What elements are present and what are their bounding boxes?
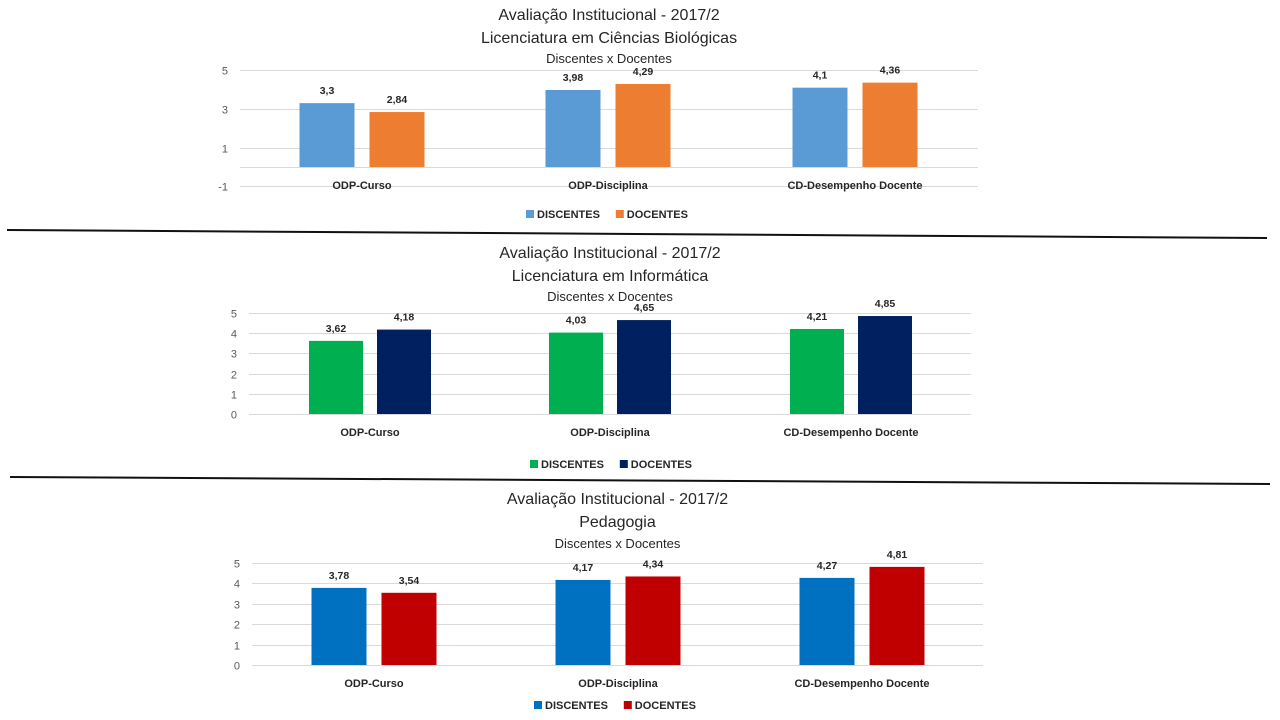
y-tick-label: 1 bbox=[231, 390, 237, 402]
divider-line bbox=[6, 229, 1268, 239]
legend: DISCENTES DOCENTES bbox=[530, 459, 692, 471]
legend-swatch-docentes bbox=[623, 701, 632, 709]
bar-discentes bbox=[545, 89, 601, 167]
y-tick-label: 0 bbox=[234, 661, 240, 673]
y-tick-label: 3 bbox=[234, 600, 240, 612]
data-label: 4,34 bbox=[643, 558, 664, 570]
bar-discentes bbox=[792, 87, 848, 167]
y-tick-label: 1 bbox=[234, 641, 240, 653]
y-tick-label: 5 bbox=[222, 66, 228, 78]
chart-subtitle-2: Discentes x Docentes bbox=[555, 536, 681, 551]
y-tick-label: 4 bbox=[231, 329, 237, 341]
y-tick-label: 4 bbox=[234, 579, 240, 591]
data-label: 3,3 bbox=[320, 85, 335, 97]
bar-docentes bbox=[615, 83, 671, 167]
data-label: 2,84 bbox=[387, 94, 408, 106]
bar-docentes bbox=[869, 566, 925, 665]
category-label: ODP-Curso bbox=[344, 678, 404, 690]
data-label: 4,65 bbox=[634, 302, 655, 314]
legend-label: DISCENTES bbox=[537, 209, 600, 221]
y-tick-label: -1 bbox=[218, 182, 228, 194]
legend: DISCENTES DOCENTES bbox=[526, 209, 688, 221]
bar-discentes bbox=[309, 340, 363, 414]
bar-docentes bbox=[617, 320, 671, 414]
bar-docentes bbox=[381, 592, 437, 665]
legend-label: DOCENTES bbox=[627, 209, 688, 221]
y-tick-label: 5 bbox=[234, 559, 240, 571]
bar-discentes bbox=[555, 579, 611, 665]
data-label: 3,78 bbox=[329, 570, 350, 582]
y-tick-label: 3 bbox=[231, 349, 237, 361]
category-label: CD-Desempenho Docente bbox=[783, 427, 918, 439]
legend-label: DISCENTES bbox=[541, 459, 604, 471]
data-label: 3,54 bbox=[399, 575, 420, 587]
legend-swatch-docentes bbox=[619, 460, 628, 468]
bar-docentes bbox=[862, 82, 918, 167]
legend-swatch-docentes bbox=[615, 210, 624, 218]
category-label: ODP-Disciplina bbox=[568, 180, 648, 192]
data-label: 3,62 bbox=[326, 323, 347, 335]
data-label: 4,81 bbox=[887, 549, 908, 561]
data-label: 4,21 bbox=[807, 311, 828, 323]
legend-label: DISCENTES bbox=[545, 700, 608, 712]
data-label: 4,17 bbox=[573, 562, 594, 574]
chart-1: Avaliação Institucional - 2017/2 Licencia… bbox=[218, 7, 978, 221]
legend-label: DOCENTES bbox=[631, 459, 692, 471]
category-label: ODP-Curso bbox=[340, 427, 400, 439]
y-tick-label: 5 bbox=[231, 309, 237, 321]
y-tick-label: 1 bbox=[222, 144, 228, 156]
chart-title: Avaliação Institucional - 2017/2 bbox=[499, 245, 720, 262]
chart-subtitle-2: Discentes x Docentes bbox=[547, 289, 673, 304]
data-label: 3,98 bbox=[563, 72, 584, 84]
data-label: 4,27 bbox=[817, 560, 838, 572]
chart-subtitle: Licenciatura em Ciências Biológicas bbox=[481, 30, 737, 47]
bar-discentes bbox=[790, 328, 844, 414]
data-label: 4,03 bbox=[566, 315, 587, 327]
legend-swatch-discentes bbox=[526, 210, 534, 218]
divider-line bbox=[9, 476, 1271, 485]
category-label: ODP-Curso bbox=[332, 180, 392, 192]
legend-label: DOCENTES bbox=[635, 700, 696, 712]
y-tick-label: 2 bbox=[231, 370, 237, 382]
data-label: 4,85 bbox=[875, 298, 896, 310]
bar-docentes bbox=[377, 329, 431, 414]
chart-title: Avaliação Institucional - 2017/2 bbox=[507, 491, 728, 508]
category-label: ODP-Disciplina bbox=[570, 427, 650, 439]
data-label: 4,36 bbox=[880, 65, 901, 77]
chart-2: Avaliação Institucional - 2017/2 Licencia… bbox=[231, 245, 971, 471]
bar-discentes bbox=[799, 577, 855, 665]
y-tick-label: 0 bbox=[231, 410, 237, 422]
y-tick-label: 3 bbox=[222, 105, 228, 117]
category-label: CD-Desempenho Docente bbox=[787, 180, 922, 192]
y-tick-label: 2 bbox=[234, 620, 240, 632]
legend: DISCENTES DOCENTES bbox=[534, 700, 696, 712]
bar-discentes bbox=[299, 103, 355, 167]
bar-discentes bbox=[549, 332, 603, 414]
category-label: CD-Desempenho Docente bbox=[794, 678, 929, 690]
chart-3: Avaliação Institucional - 2017/2 Pedagogi… bbox=[234, 491, 983, 712]
data-label: 4,1 bbox=[813, 70, 828, 82]
category-label: ODP-Disciplina bbox=[578, 678, 658, 690]
bar-docentes bbox=[625, 576, 681, 665]
bar-discentes bbox=[311, 587, 367, 665]
chart-subtitle: Pedagogia bbox=[579, 514, 656, 531]
chart-subtitle: Licenciatura em Informática bbox=[512, 268, 709, 285]
chart-title: Avaliação Institucional - 2017/2 bbox=[498, 7, 719, 24]
legend-swatch-discentes bbox=[530, 460, 538, 468]
data-label: 4,18 bbox=[394, 312, 415, 324]
data-label: 4,29 bbox=[633, 66, 654, 78]
legend-swatch-discentes bbox=[534, 701, 542, 709]
bar-docentes bbox=[858, 316, 912, 414]
chart-subtitle-2: Discentes x Docentes bbox=[546, 51, 672, 66]
bar-docentes bbox=[369, 112, 425, 167]
